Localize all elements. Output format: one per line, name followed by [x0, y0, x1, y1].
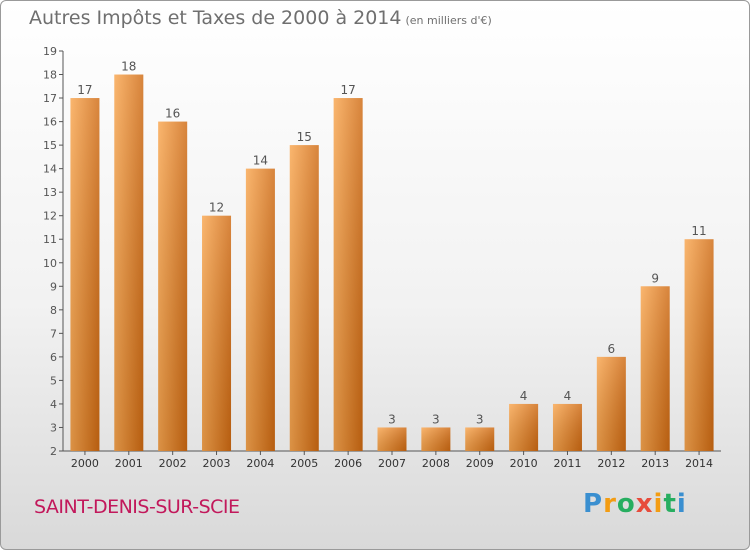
- x-tick-label: 2006: [334, 457, 362, 470]
- y-tick-label: 8: [50, 304, 57, 317]
- y-tick-label: 11: [43, 233, 57, 246]
- bar-value-label: 15: [297, 130, 312, 144]
- bar-shade-2006: [333, 98, 363, 451]
- y-tick-label: 5: [50, 374, 57, 387]
- y-tick-label: 3: [50, 421, 57, 434]
- y-tick-label: 4: [50, 398, 57, 411]
- chart-unit: (en milliers d'€): [405, 14, 492, 27]
- y-tick-label: 10: [43, 257, 57, 270]
- bar-value-label: 17: [340, 83, 355, 97]
- bar-shade-2001: [114, 74, 144, 451]
- bar-value-label: 6: [608, 342, 616, 356]
- bar-shade-2012: [596, 356, 626, 451]
- y-tick-label: 2: [50, 445, 57, 458]
- bar-shade-2014: [684, 239, 714, 451]
- bar-value-label: 3: [432, 412, 440, 426]
- bar-shade-2008: [421, 427, 451, 451]
- bar-value-label: 3: [388, 412, 396, 426]
- x-tick-label: 2008: [422, 457, 450, 470]
- y-tick-label: 18: [43, 69, 57, 82]
- bar-shade-2004: [245, 168, 275, 451]
- bar-shade-2013: [640, 286, 670, 451]
- y-tick-label: 6: [50, 351, 57, 364]
- bar-value-label: 12: [209, 201, 224, 215]
- bar-shade-2002: [158, 121, 188, 452]
- y-axis: 2 3 4 5 6 7 8 9 10 11 12 13 14 15 16 17 18 19: [43, 45, 64, 458]
- bar-value-label: 11: [691, 224, 706, 238]
- y-tick-label: 9: [50, 280, 57, 293]
- bar-value-label: 14: [253, 154, 268, 168]
- proxiti-logo: Proxiti: [583, 489, 687, 519]
- x-tick-label: 2001: [115, 457, 143, 470]
- x-tick-label: 2007: [378, 457, 406, 470]
- x-tick-label: 2012: [597, 457, 625, 470]
- x-tick-label: 2003: [203, 457, 231, 470]
- bar-shade-2011: [552, 403, 582, 451]
- bar-shade-2003: [202, 215, 232, 451]
- x-tick-label: 2004: [246, 457, 274, 470]
- x-axis: 2000 2001 2002 2003 2004 2005 2006 2007 2008 2009…: [63, 450, 721, 470]
- bar-value-label: 9: [651, 271, 659, 285]
- y-tick-label: 7: [50, 327, 57, 340]
- bar-value-label: 18: [121, 60, 136, 74]
- bar-value-label: 4: [520, 389, 528, 403]
- bars: 17 18 16 12 14 15 17 3 3 3 4 4 6 9 11: [70, 60, 714, 452]
- x-tick-label: 2000: [71, 457, 99, 470]
- x-tick-label: 2009: [466, 457, 494, 470]
- y-tick-label: 12: [43, 210, 57, 223]
- x-tick-label: 2005: [290, 457, 318, 470]
- chart-title: Autres Impôts et Taxes de 2000 à 2014 (en…: [29, 7, 492, 29]
- x-tick-label: 2002: [159, 457, 187, 470]
- x-tick-label: 2011: [553, 457, 581, 470]
- chart-title-text: Autres Impôts et Taxes de 2000 à 2014: [29, 7, 402, 29]
- bar-value-label: 4: [564, 389, 572, 403]
- y-tick-label: 14: [43, 163, 57, 176]
- y-tick-label: 15: [43, 139, 57, 152]
- x-tick-label: 2013: [641, 457, 669, 470]
- bar-shade-2000: [70, 98, 100, 451]
- bar-shade-2010: [509, 403, 539, 451]
- bar-value-label: 3: [476, 412, 484, 426]
- commune-name: SAINT-DENIS-SUR-SCIE: [34, 496, 240, 518]
- bar-value-label: 17: [77, 83, 92, 97]
- x-tick-label: 2014: [685, 457, 713, 470]
- y-tick-label: 19: [43, 45, 57, 58]
- bar-shade-2009: [465, 427, 495, 451]
- bar-shade-2005: [289, 145, 319, 451]
- y-tick-label: 17: [43, 92, 57, 105]
- y-tick-label: 16: [43, 116, 57, 129]
- x-tick-label: 2010: [510, 457, 538, 470]
- bar-value-label: 16: [165, 107, 180, 121]
- bar-shade-2007: [377, 427, 407, 451]
- y-tick-label: 13: [43, 186, 57, 199]
